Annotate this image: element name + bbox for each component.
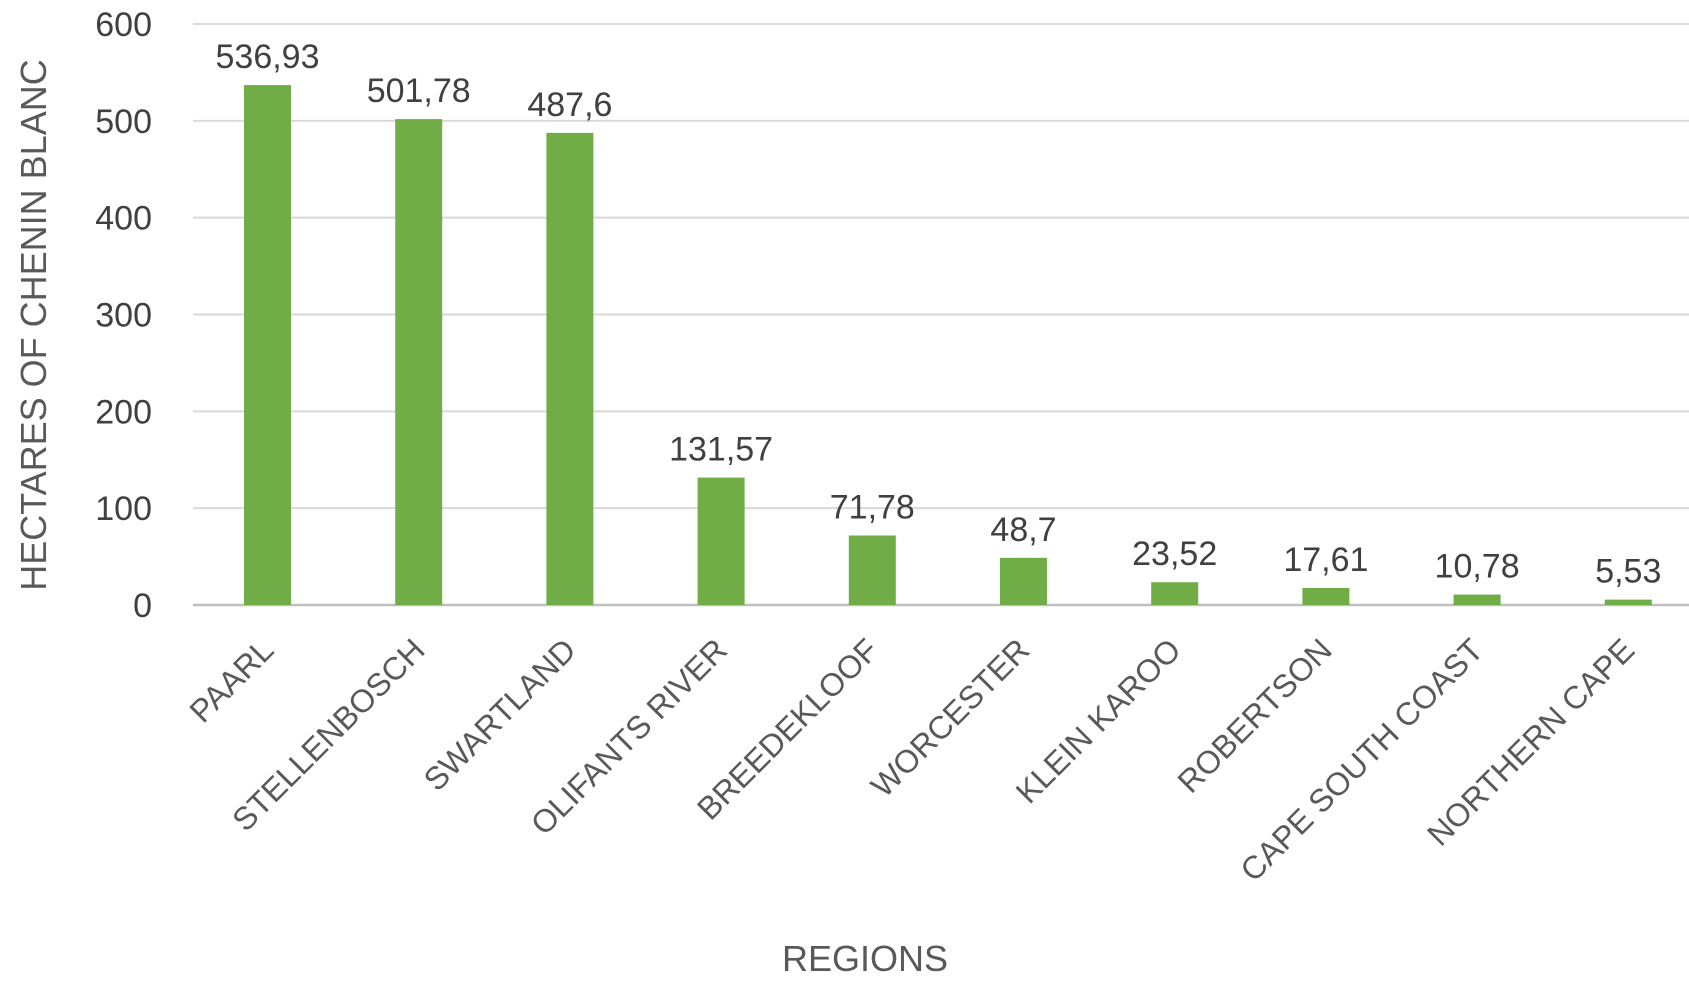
y-tick-label: 100	[95, 490, 152, 528]
bar	[1151, 582, 1199, 605]
bar	[848, 535, 896, 605]
data-label: 48,7	[990, 511, 1056, 549]
bars	[244, 85, 1652, 606]
category-label: ROBERTSON	[1170, 631, 1338, 799]
data-label: 5,53	[1595, 553, 1661, 591]
data-label: 487,6	[527, 86, 612, 124]
data-label: 501,78	[367, 72, 471, 110]
y-tick-label: 200	[95, 393, 152, 431]
data-label: 131,57	[669, 431, 773, 469]
y-tick-label: 500	[95, 103, 152, 141]
category-label: WORCESTER	[864, 631, 1037, 804]
category-label: SWARTLAND	[417, 631, 583, 797]
data-labels: 536,93 501,78 487,6 131,57 71,78 48,7 23,52 17,…	[216, 38, 1662, 591]
category-label: PAARL	[182, 631, 280, 729]
data-label: 71,78	[830, 488, 915, 526]
y-tick-label: 300	[95, 297, 152, 335]
data-label: 10,78	[1435, 548, 1520, 586]
bar	[697, 477, 745, 605]
bar	[1604, 599, 1652, 605]
bar	[546, 132, 594, 605]
bar	[1302, 587, 1350, 605]
y-axis-title: HECTARES OF CHENIN BLANC	[13, 59, 54, 590]
y-tick-label: 0	[133, 587, 152, 625]
y-tick-label: 400	[95, 200, 152, 238]
category-label: CAPE SOUTH COAST	[1233, 631, 1490, 888]
data-label: 23,52	[1132, 535, 1217, 573]
category-label: KLEIN KAROO	[1009, 631, 1188, 810]
y-axis-ticks: 0 100 200 300 400 500 600	[95, 6, 152, 625]
data-label: 536,93	[216, 38, 320, 76]
gridlines	[193, 23, 1689, 607]
x-axis-title: REGIONS	[782, 938, 948, 979]
bar	[1000, 557, 1047, 605]
y-tick-label: 600	[95, 6, 152, 44]
bar	[395, 119, 443, 605]
bar	[244, 85, 291, 606]
data-label: 17,61	[1283, 541, 1368, 579]
bar	[1453, 594, 1501, 605]
